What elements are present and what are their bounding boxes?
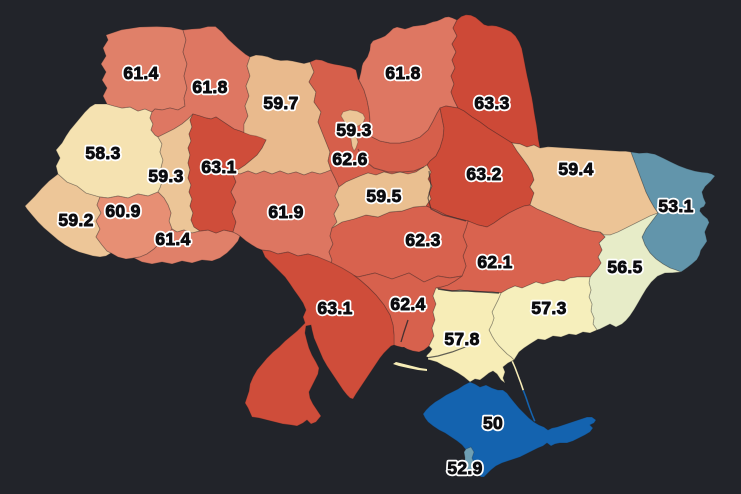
svg-text:63.1: 63.1: [201, 157, 236, 177]
svg-text:53.1: 53.1: [658, 196, 693, 216]
svg-text:62.3: 62.3: [405, 230, 440, 250]
svg-text:61.4: 61.4: [155, 229, 190, 249]
svg-text:58.3: 58.3: [85, 143, 120, 163]
svg-text:52.9: 52.9: [447, 458, 482, 478]
svg-text:63.2: 63.2: [466, 164, 501, 184]
svg-text:63.3: 63.3: [474, 93, 509, 113]
svg-text:57.8: 57.8: [444, 329, 479, 349]
svg-text:61.9: 61.9: [268, 202, 303, 222]
svg-text:61.9: 61.9: [268, 202, 303, 222]
svg-text:61.8: 61.8: [385, 63, 420, 83]
svg-text:61.4: 61.4: [123, 63, 158, 83]
svg-text:62.3: 62.3: [405, 230, 440, 250]
svg-text:57.8: 57.8: [444, 329, 479, 349]
svg-text:62.1: 62.1: [477, 252, 512, 272]
svg-text:56.5: 56.5: [607, 257, 642, 277]
svg-text:59.2: 59.2: [58, 210, 93, 230]
svg-text:59.7: 59.7: [263, 93, 298, 113]
svg-text:63.1: 63.1: [317, 298, 352, 318]
svg-text:53.1: 53.1: [658, 196, 693, 216]
svg-text:59.3: 59.3: [148, 166, 183, 186]
svg-text:61.4: 61.4: [123, 63, 158, 83]
svg-text:59.3: 59.3: [336, 120, 371, 140]
svg-text:61.8: 61.8: [385, 63, 420, 83]
svg-text:61.8: 61.8: [192, 77, 227, 97]
svg-text:62.4: 62.4: [390, 294, 425, 314]
svg-text:62.6: 62.6: [332, 149, 367, 169]
svg-text:58.3: 58.3: [85, 143, 120, 163]
svg-text:57.3: 57.3: [531, 298, 566, 318]
svg-text:59.5: 59.5: [366, 186, 401, 206]
svg-text:60.9: 60.9: [105, 201, 140, 221]
svg-text:61.8: 61.8: [192, 77, 227, 97]
svg-text:62.1: 62.1: [477, 252, 512, 272]
svg-text:59.4: 59.4: [558, 159, 593, 179]
svg-text:50: 50: [483, 413, 503, 433]
svg-text:60.9: 60.9: [105, 201, 140, 221]
svg-text:59.7: 59.7: [263, 93, 298, 113]
svg-text:62.6: 62.6: [332, 149, 367, 169]
svg-text:63.2: 63.2: [466, 164, 501, 184]
svg-text:56.5: 56.5: [607, 257, 642, 277]
svg-text:61.4: 61.4: [155, 229, 190, 249]
svg-text:59.5: 59.5: [366, 186, 401, 206]
svg-text:63.3: 63.3: [474, 93, 509, 113]
svg-text:59.2: 59.2: [58, 210, 93, 230]
svg-text:59.4: 59.4: [558, 159, 593, 179]
svg-text:59.3: 59.3: [336, 120, 371, 140]
svg-text:63.1: 63.1: [317, 298, 352, 318]
svg-text:63.1: 63.1: [201, 157, 236, 177]
svg-text:52.9: 52.9: [447, 458, 482, 478]
svg-text:59.3: 59.3: [148, 166, 183, 186]
svg-text:57.3: 57.3: [531, 298, 566, 318]
svg-text:50: 50: [483, 413, 503, 433]
svg-text:62.4: 62.4: [390, 294, 425, 314]
